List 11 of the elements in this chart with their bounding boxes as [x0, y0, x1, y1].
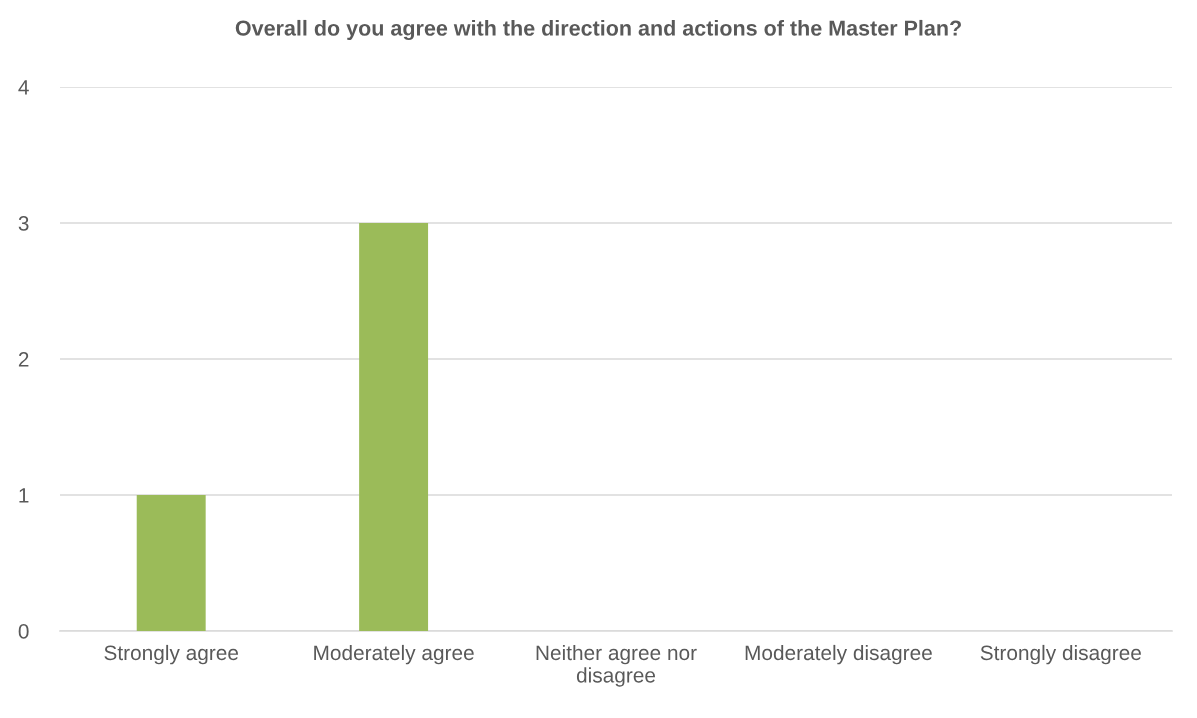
x-tick-label: Moderately disagree: [745, 644, 932, 665]
chart-title: Overall do you agree with the direction and actions of the Master Plan?: [235, 19, 961, 41]
x-tick-label: Strongly disagree: [980, 644, 1141, 665]
y-tick-label: 4: [18, 80, 29, 95]
y-tick-label: 1: [19, 488, 29, 503]
y-tick-label: 2: [18, 352, 29, 367]
y-tick-label: 0: [18, 624, 29, 639]
x-tick-label: Neither agree nor disagree: [536, 644, 697, 687]
x-tick-label: Moderately agree: [314, 644, 474, 665]
y-tick-label: 3: [18, 216, 29, 231]
x-tick-label: Strongly agree: [104, 644, 239, 665]
